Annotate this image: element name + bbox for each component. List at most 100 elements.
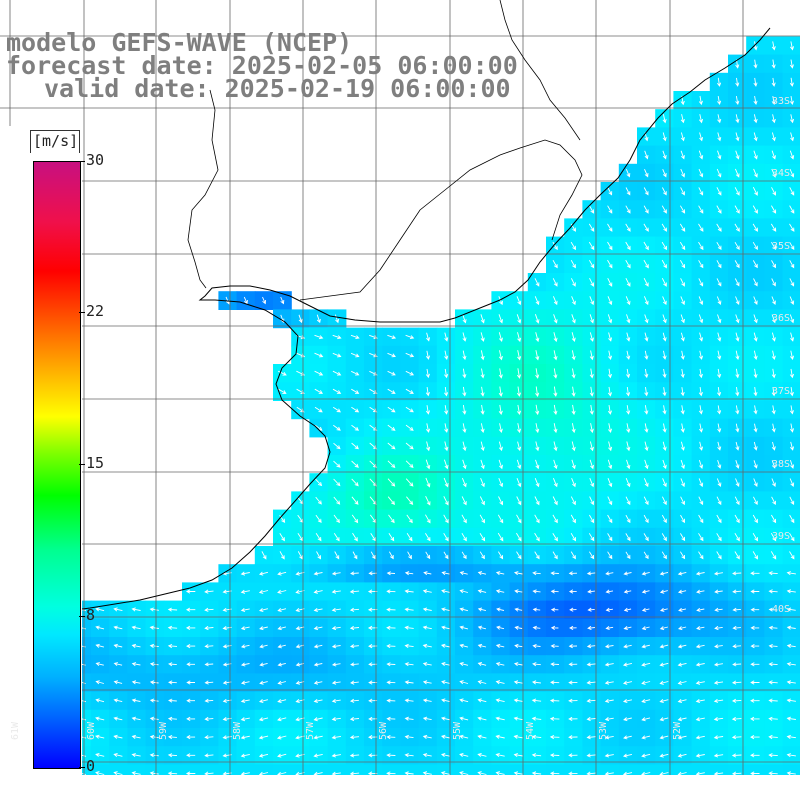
wind-arrow xyxy=(422,607,432,612)
wind-arrow xyxy=(277,680,287,685)
wind-arrow xyxy=(752,260,758,269)
wind-arrow xyxy=(716,533,722,542)
wind-arrow xyxy=(771,441,776,451)
wind-arrow xyxy=(735,387,740,397)
wind-arrow xyxy=(351,424,360,431)
wind-arrow xyxy=(553,441,558,452)
wind-arrow xyxy=(753,460,758,469)
wind-arrow xyxy=(240,698,250,703)
wind-arrow xyxy=(459,661,469,667)
wind-arrow xyxy=(513,771,523,776)
wind-arrow xyxy=(423,571,432,576)
wind-arrow xyxy=(643,496,649,506)
country-border xyxy=(187,89,219,289)
wind-arrow xyxy=(517,441,522,452)
wind-arrow xyxy=(607,496,613,506)
wind-arrow xyxy=(532,625,541,630)
wind-arrow xyxy=(641,735,651,740)
wind-arrow xyxy=(276,735,287,740)
wind-arrow xyxy=(185,771,196,776)
wind-arrow xyxy=(258,607,269,613)
wind-arrow xyxy=(259,626,268,631)
wind-arrow xyxy=(716,296,722,305)
wind-arrow xyxy=(422,589,432,594)
wind-arrow xyxy=(440,752,450,758)
wind-arrow xyxy=(422,716,432,721)
wind-arrow xyxy=(717,77,722,87)
wind-arrow xyxy=(768,589,778,594)
wind-arrow xyxy=(552,514,558,524)
wind-arrow xyxy=(662,150,667,160)
wind-arrow xyxy=(735,132,740,142)
wind-arrow xyxy=(516,296,522,306)
wind-arrow xyxy=(386,680,396,685)
wind-arrow xyxy=(622,680,632,685)
wind-arrow xyxy=(131,753,141,758)
wind-arrow xyxy=(167,771,178,776)
wind-arrow xyxy=(531,734,542,739)
wind-arrow xyxy=(331,771,341,776)
wind-arrow xyxy=(717,96,722,106)
wind-arrow xyxy=(750,735,760,740)
wind-arrow xyxy=(625,205,631,214)
wind-arrow xyxy=(607,459,613,470)
wind-arrow xyxy=(498,459,503,470)
wind-arrow xyxy=(495,752,505,758)
wind-arrow xyxy=(498,332,503,343)
lat-label: 40S xyxy=(772,604,791,615)
wind-arrow xyxy=(698,205,704,214)
wind-arrow xyxy=(440,771,451,776)
wind-arrow xyxy=(589,277,595,287)
wind-arrow xyxy=(752,186,758,196)
wind-arrow xyxy=(149,607,159,612)
wind-arrow xyxy=(568,771,578,776)
wind-arrow xyxy=(349,589,360,594)
wind-arrow xyxy=(331,644,341,649)
wind-arrow xyxy=(549,698,560,703)
wind-cell xyxy=(782,236,800,256)
wind-arrow xyxy=(568,698,578,703)
wind-arrow xyxy=(771,260,776,269)
wind-arrow xyxy=(404,753,414,758)
wind-arrow xyxy=(461,477,467,488)
wind-arrow xyxy=(535,332,540,343)
wind-arrow xyxy=(331,680,341,685)
wind-arrow xyxy=(662,114,667,124)
wind-arrow xyxy=(586,735,596,740)
wind-arrow xyxy=(316,551,321,560)
wind-arrow xyxy=(332,370,342,376)
wind-arrow xyxy=(95,698,105,703)
wind-cell xyxy=(782,527,800,547)
wind-arrow xyxy=(717,350,722,361)
wind-arrow xyxy=(315,514,322,524)
wind-arrow xyxy=(789,205,795,214)
wind-arrow xyxy=(168,662,177,667)
wind-arrow xyxy=(313,626,323,631)
wind-arrow xyxy=(753,478,758,487)
wind-arrow xyxy=(586,662,596,667)
wind-arrow xyxy=(331,717,341,722)
wind-arrow xyxy=(750,753,760,758)
wind-arrow xyxy=(753,387,758,397)
wind-arrow xyxy=(695,698,705,704)
wind-arrow xyxy=(334,314,340,324)
wind-arrow xyxy=(677,717,687,722)
wind-arrow xyxy=(771,241,777,250)
wind-cell xyxy=(782,491,800,511)
lon-label: 54W xyxy=(525,721,536,740)
wind-arrow xyxy=(553,314,558,324)
wind-arrow xyxy=(387,496,395,506)
wind-arrow xyxy=(770,223,777,232)
wind-arrow xyxy=(532,607,541,612)
wind-arrow xyxy=(680,368,685,379)
wind-arrow xyxy=(513,752,523,758)
wind-arrow xyxy=(313,735,323,740)
wind-arrow xyxy=(568,680,578,685)
lon-label: 55W xyxy=(452,721,463,740)
wind-arrow xyxy=(716,278,722,287)
wind-arrow xyxy=(625,296,631,306)
wind-arrow xyxy=(113,716,123,721)
wind-arrow xyxy=(713,680,724,685)
wind-arrow xyxy=(349,607,360,612)
